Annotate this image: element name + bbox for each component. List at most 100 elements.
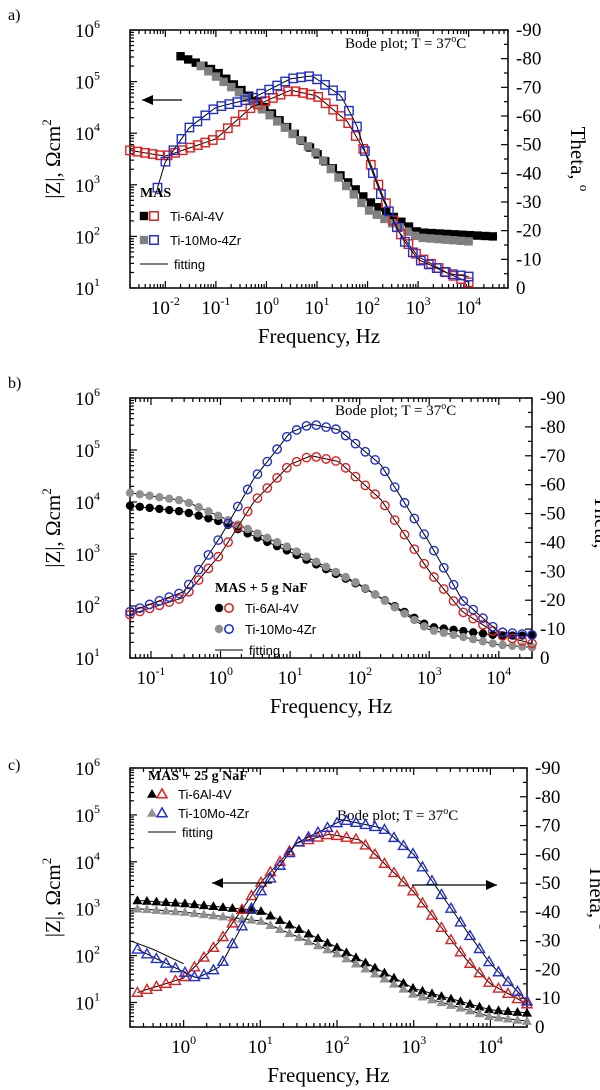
- data-point: [135, 502, 145, 511]
- data-point: [302, 830, 315, 842]
- data-point: [265, 910, 276, 920]
- data-point: [185, 142, 196, 153]
- data-point: [237, 109, 248, 120]
- data-point: [488, 232, 497, 241]
- data-point: [517, 629, 528, 639]
- x-tick-label: 103: [401, 1033, 426, 1058]
- data-point: [226, 916, 239, 928]
- y-right-tick-label: -40: [540, 532, 565, 553]
- data-point: [265, 920, 276, 929]
- data-point: [380, 500, 390, 511]
- data-point: [341, 181, 351, 191]
- data-point: [242, 93, 251, 103]
- data-point: [274, 915, 285, 924]
- data-point: [398, 977, 409, 987]
- data-point: [502, 1013, 514, 1023]
- data-point: [192, 140, 203, 151]
- data-point: [399, 529, 410, 540]
- data-point: [448, 596, 459, 606]
- data-point: [492, 981, 505, 993]
- data-point: [184, 498, 194, 508]
- data-point: [359, 192, 368, 201]
- y-left-axis-title: |Z|, Ωcm2: [39, 488, 65, 568]
- data-point: [178, 965, 192, 977]
- data-point: [360, 957, 371, 967]
- y-right-tick-label: -50: [516, 135, 541, 156]
- data-point: [131, 986, 144, 997]
- data-point: [368, 168, 378, 179]
- data-point: [478, 637, 488, 646]
- data-point: [252, 493, 263, 504]
- data-point: [245, 889, 258, 901]
- data-point: [404, 222, 414, 231]
- data-point: [417, 991, 428, 1001]
- legend-marker: [155, 806, 169, 818]
- y-right-axis-title: Theta, o: [590, 496, 600, 561]
- y-left-tick-label: 105: [75, 437, 100, 462]
- legend-label: Ti-6Al-4V: [170, 209, 224, 224]
- y-right-tick-label: -50: [540, 504, 565, 525]
- y-left-axis-title: |Z|, Ωcm2: [39, 858, 65, 938]
- data-point: [223, 518, 233, 529]
- data-point: [165, 494, 174, 503]
- data-point: [196, 61, 205, 71]
- y-right-tick-label: -80: [516, 49, 541, 70]
- data-point: [321, 562, 331, 572]
- data-point: [521, 1016, 533, 1025]
- data-point: [177, 145, 188, 156]
- data-point: [274, 924, 285, 934]
- data-point: [208, 910, 219, 920]
- data-point: [208, 901, 219, 911]
- data-point: [463, 271, 474, 282]
- data-point: [255, 916, 266, 925]
- y-left-tick-label: 102: [75, 223, 100, 248]
- data-point: [303, 142, 313, 151]
- data-point: [488, 639, 497, 648]
- data-point: [433, 234, 443, 244]
- data-point: [191, 58, 200, 67]
- data-point: [170, 897, 181, 907]
- data-point: [406, 884, 420, 896]
- data-point: [463, 957, 477, 968]
- data-point: [176, 133, 187, 144]
- data-point: [125, 488, 135, 498]
- data-point: [360, 446, 371, 457]
- data-point: [419, 558, 430, 569]
- y-right-tick-label: -50: [535, 873, 560, 894]
- data-point: [351, 185, 360, 194]
- data-point: [369, 962, 381, 972]
- y-left-tick-label: 101: [75, 989, 100, 1014]
- legend-label: Ti-6Al-4V: [178, 787, 232, 802]
- data-point: [255, 906, 266, 915]
- data-point: [378, 857, 391, 868]
- data-point: [179, 898, 190, 908]
- data-point: [406, 847, 420, 859]
- legend-label: fitting: [249, 643, 280, 658]
- series-ti-6al-4v-phase: [131, 828, 534, 1009]
- data-point: [368, 847, 382, 859]
- data-point: [234, 88, 244, 97]
- data-point: [520, 997, 534, 1009]
- data-point: [193, 564, 204, 575]
- panel-label: a): [8, 7, 20, 24]
- data-point: [254, 884, 268, 896]
- data-point: [232, 501, 243, 512]
- data-point: [204, 507, 213, 516]
- data-point: [397, 839, 410, 851]
- data-point: [403, 227, 412, 236]
- data-point: [183, 586, 194, 597]
- data-point: [444, 933, 458, 945]
- data-point: [189, 908, 200, 918]
- data-point: [465, 230, 475, 240]
- data-point: [330, 829, 344, 841]
- data-point: [204, 67, 213, 76]
- data-point: [174, 506, 184, 516]
- data-point: [438, 562, 449, 573]
- data-point: [387, 866, 401, 878]
- data-point: [416, 860, 429, 872]
- data-point: [349, 832, 363, 844]
- x-axis-title: Frequency, Hz: [258, 324, 380, 348]
- data-point: [311, 148, 320, 157]
- axis-arrow-head: [212, 878, 223, 888]
- data-point: [336, 90, 346, 101]
